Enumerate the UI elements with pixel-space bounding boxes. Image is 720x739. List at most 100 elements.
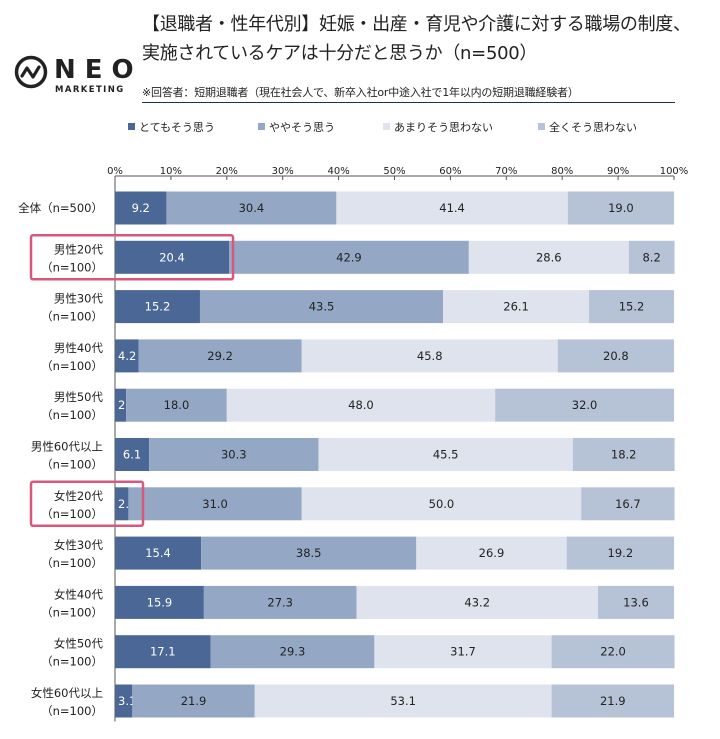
data-label: 28.6 [536, 250, 562, 264]
data-label: 20.8 [603, 349, 629, 363]
x-tick-label: 90% [607, 166, 629, 177]
respondent-note: ※回答者：短期退職者（現在社会人で、新卒入社or中途入社で1年以内の短期退職経験… [142, 86, 579, 99]
data-label: 29.3 [280, 645, 306, 659]
data-label: 20.4 [159, 250, 185, 264]
category-label: 女性40代 [54, 587, 104, 601]
legend-label: あまりそう思わない [394, 121, 493, 134]
bar-segment [597, 585, 674, 619]
bar-segment [138, 339, 302, 373]
data-label: 19.2 [608, 546, 634, 560]
title-divider [142, 102, 675, 103]
data-label: 53.1 [390, 694, 416, 708]
bar-segment [203, 585, 357, 619]
logo-wordmark: NEO [54, 55, 143, 85]
x-tick-label: 50% [383, 166, 405, 177]
bar-segment [226, 388, 496, 422]
x-tick-label: 100% [660, 166, 689, 177]
bar-segment [589, 290, 674, 324]
category-label-n: （n=100） [41, 408, 103, 422]
bar-segment [443, 290, 590, 324]
bar-segment [115, 240, 230, 274]
data-label: 30.4 [239, 201, 265, 215]
data-label: 43.2 [464, 595, 490, 609]
data-label: 16.7 [615, 497, 641, 511]
x-tick-label: 70% [495, 166, 517, 177]
legend-swatch [538, 123, 545, 130]
category-label-n: （n=100） [41, 359, 103, 373]
category-label: 男性30代 [54, 292, 104, 306]
category-label: 女性20代 [54, 489, 104, 503]
bar-segment [581, 487, 675, 521]
legend-label: とてもそう思う [139, 121, 215, 134]
category-label: 女性60代以上 [31, 686, 103, 700]
bar-segment [132, 684, 255, 718]
bar-segment [201, 536, 417, 570]
bar-segment [115, 635, 211, 669]
bar-segment [210, 635, 375, 669]
legend-swatch [258, 123, 265, 130]
data-label: 31.7 [450, 645, 476, 659]
bar-segment [126, 388, 227, 422]
data-label: 6.1 [123, 448, 141, 462]
x-tick-label: 20% [216, 166, 238, 177]
legend-swatch [383, 123, 390, 130]
legend-swatch [128, 123, 135, 130]
x-tick-label: 80% [551, 166, 573, 177]
bar-segment [115, 290, 200, 324]
x-tick-label: 60% [439, 166, 461, 177]
x-tick-label: 0% [107, 166, 123, 177]
data-label: 18.2 [611, 448, 637, 462]
data-label: 8.2 [642, 250, 660, 264]
bar-segment [115, 388, 127, 422]
data-label: 32.0 [572, 398, 598, 412]
bar-segment [628, 240, 675, 274]
bar-segment [551, 635, 675, 669]
data-label: 4.2 [118, 349, 136, 363]
bar-segment [199, 290, 444, 324]
bar-segment [557, 339, 674, 373]
pulse-circle-icon [14, 55, 48, 89]
bar-segment [115, 191, 167, 225]
category-label: 男性40代 [54, 341, 104, 355]
chart-title-line-1: 【退職者・性年代別】妊娠・出産・育児や介護に対する職場の制度、 [142, 14, 691, 35]
bar-segment [166, 191, 337, 225]
category-label: 男性20代 [54, 242, 104, 256]
bar-segment [115, 339, 139, 373]
data-label: 21.9 [181, 694, 207, 708]
neo-marketing-logo: NEO MARKETING [14, 55, 136, 105]
x-tick-label: 10% [160, 166, 182, 177]
bar-segment [115, 438, 150, 471]
bar-segment [318, 438, 573, 471]
category-label-n: （n=100） [41, 605, 103, 619]
category-label: 女性30代 [54, 538, 104, 552]
bar-segment [115, 536, 202, 570]
data-label: 15.4 [145, 546, 171, 560]
bar-segment [254, 684, 552, 718]
data-label: 26.1 [503, 300, 529, 314]
bar-segment [566, 536, 674, 570]
bar-segment [356, 585, 598, 619]
chart-title-line-2: 実施されているケアは十分だと思うか（n=500） [142, 43, 538, 64]
data-label: 15.2 [145, 300, 171, 314]
category-label: 男性60代以上 [31, 440, 103, 454]
bar-segment [567, 191, 674, 225]
x-tick-label: 40% [327, 166, 349, 177]
x-tick-label: 30% [272, 166, 294, 177]
bar-segment [336, 191, 568, 225]
data-label: 15.9 [147, 595, 173, 609]
data-label: 13.6 [623, 595, 649, 609]
data-label: 27.3 [267, 595, 293, 609]
data-label: 26.9 [479, 546, 505, 560]
bar-segment [572, 438, 675, 471]
category-label-n: （n=100） [41, 704, 103, 718]
data-label: 22.0 [600, 645, 626, 659]
data-label: 15.2 [619, 300, 645, 314]
data-label: 21.9 [600, 694, 626, 708]
data-label: 31.0 [202, 497, 228, 511]
data-label: 41.4 [439, 201, 465, 215]
bar-segment [128, 487, 302, 521]
bar-segment [115, 684, 133, 718]
bar-segment [301, 339, 558, 373]
data-label: 38.5 [296, 546, 322, 560]
